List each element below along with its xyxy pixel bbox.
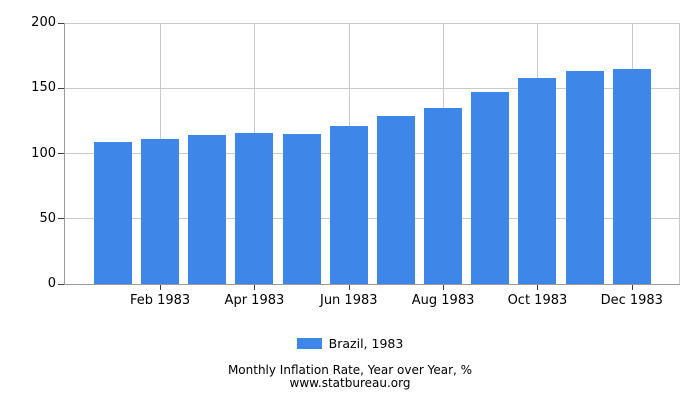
- h-gridline: [64, 87, 679, 89]
- plot-right-border: [679, 23, 680, 284]
- y-tick-mark: [58, 87, 64, 89]
- x-tick-mark: [348, 285, 350, 290]
- legend-swatch-icon: [296, 338, 322, 349]
- x-tick-mark: [254, 285, 256, 290]
- y-tick-mark: [58, 153, 64, 154]
- plot-area: 0 50 100 150 200 Feb 1983 Apr 1983 Jun 1983 Aug …: [31, 15, 680, 308]
- x-tick-label: Apr 1983: [224, 293, 285, 308]
- h-gridline: [64, 218, 679, 220]
- bar-mar-1983: [188, 135, 227, 284]
- y-tick-mark: [58, 22, 64, 24]
- bar-feb-1983: [141, 139, 180, 284]
- bar-may-1983: [282, 133, 321, 284]
- y-axis-line: [64, 23, 65, 284]
- y-tick-label: 0: [47, 276, 56, 291]
- bar-sep-1983: [471, 91, 510, 284]
- x-axis-line: [64, 284, 680, 285]
- legend-label: Brazil, 1983: [328, 336, 404, 351]
- bar-dec-1983: [612, 68, 651, 284]
- x-tick-label: Jun 1983: [319, 293, 378, 308]
- y-tick-label: 50: [39, 210, 56, 226]
- chart-title: Monthly Inflation Rate, Year over Year, …: [227, 363, 473, 377]
- h-gridline: [64, 153, 679, 154]
- y-tick-label: 150: [31, 80, 56, 96]
- bar-jun-1983: [329, 126, 368, 284]
- bar-jul-1983: [376, 115, 415, 284]
- x-tick-label: Dec 1983: [600, 293, 663, 308]
- h-gridline: [64, 22, 679, 24]
- bar-nov-1983: [565, 71, 604, 284]
- chart-footer: Monthly Inflation Rate, Year over Year, …: [0, 364, 700, 390]
- x-tick-mark: [443, 285, 445, 290]
- x-tick-label: Feb 1983: [129, 293, 191, 308]
- bar-aug-1983: [424, 107, 463, 284]
- legend: Brazil, 1983: [0, 336, 700, 351]
- bar-oct-1983: [518, 78, 557, 284]
- x-tick-label: Oct 1983: [507, 293, 568, 308]
- bar-apr-1983: [235, 132, 274, 284]
- chart-source: www.statbureau.org: [289, 376, 411, 390]
- y-tick-mark: [58, 283, 64, 285]
- x-tick-mark: [537, 285, 539, 290]
- bar-jan-1983: [93, 141, 132, 284]
- y-tick-mark: [58, 218, 64, 220]
- y-tick-label: 200: [31, 15, 56, 30]
- x-tick-mark: [160, 285, 162, 290]
- x-tick-label: Aug 1983: [411, 293, 475, 308]
- x-tick-mark: [631, 285, 633, 290]
- y-tick-label: 100: [31, 145, 56, 161]
